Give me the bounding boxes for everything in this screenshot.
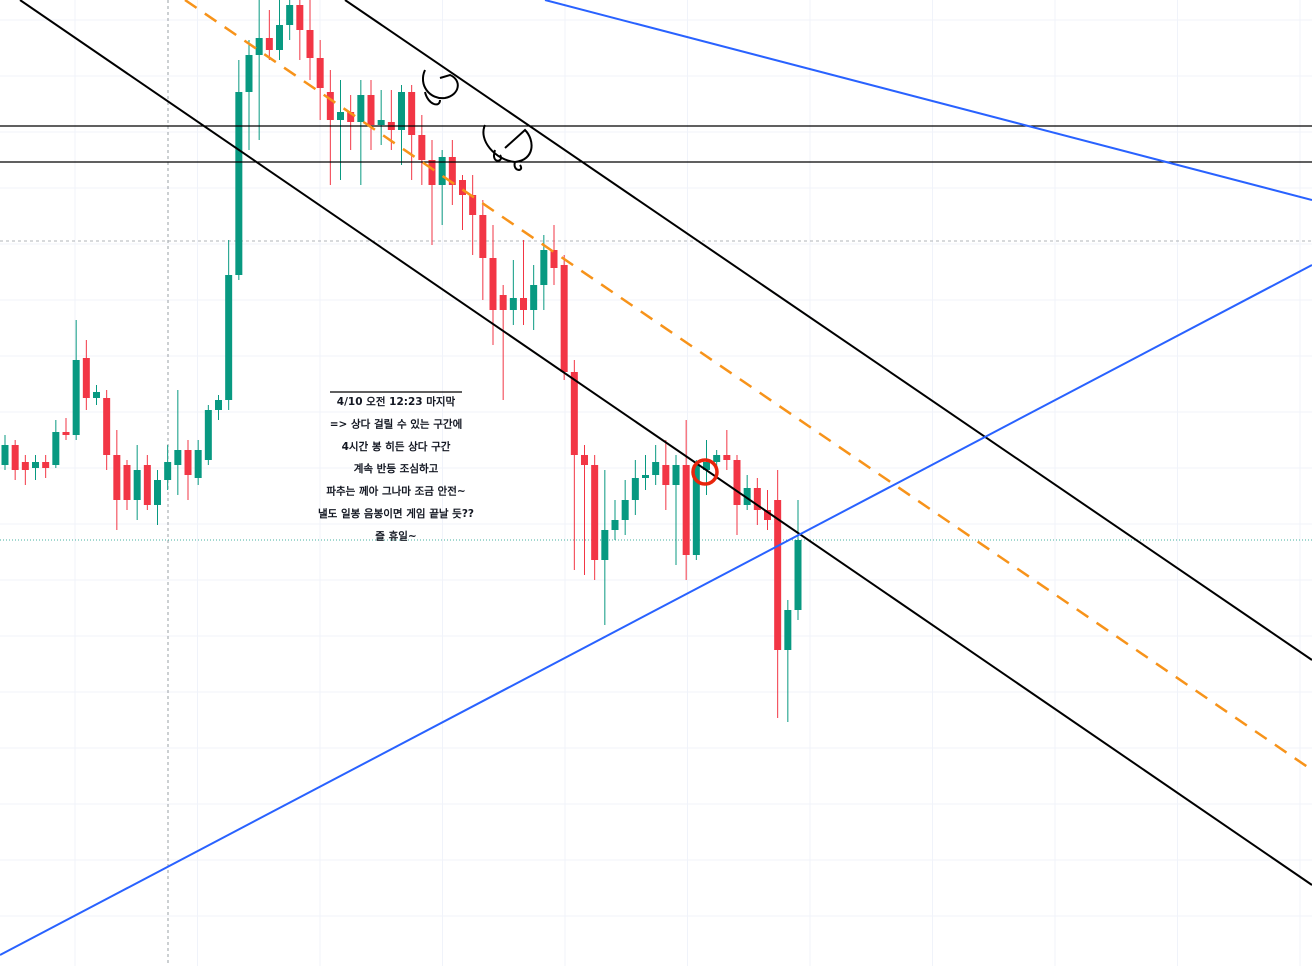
- trend-line: [544, 0, 1312, 201]
- candle-body: [448, 157, 456, 185]
- candle-body: [123, 465, 131, 500]
- candle-body: [164, 462, 172, 480]
- candle-body: [784, 610, 792, 650]
- annotation-line: => 상다 걸릴 수 있는 구간에: [330, 417, 462, 430]
- candle-body: [286, 5, 294, 25]
- candle-body: [703, 462, 710, 470]
- candle-body: [184, 450, 192, 475]
- candle-body: [204, 410, 212, 460]
- candle-body: [82, 358, 90, 398]
- candle-body: [326, 92, 334, 120]
- candle-body: [174, 450, 182, 465]
- candle-body: [652, 462, 660, 475]
- annotation-line: 파추는 께아 그나마 조금 안전~: [326, 485, 465, 498]
- candle-body: [143, 465, 151, 505]
- candle-body: [154, 480, 161, 505]
- candle-body: [753, 488, 761, 510]
- candle-body: [42, 462, 50, 468]
- trend-line: [0, 264, 1312, 956]
- candle-body: [408, 92, 416, 135]
- candle-body: [194, 450, 202, 478]
- candle-body: [337, 112, 344, 120]
- candle-body: [265, 38, 273, 50]
- annotation-line: 4시간 봉 히든 상다 구간: [342, 440, 451, 453]
- candle-body: [631, 478, 639, 500]
- candle-body: [215, 400, 222, 410]
- candle-body: [306, 30, 314, 58]
- candle-body: [62, 432, 70, 435]
- candle-body: [713, 455, 721, 462]
- annotation-line: 4/10 오전 12:23 마지막: [337, 395, 456, 408]
- candle-body: [540, 250, 548, 285]
- candle-body: [774, 500, 782, 650]
- candle-body: [723, 455, 731, 460]
- candle-body: [621, 500, 629, 520]
- trend-line-dashed: [184, 0, 1312, 772]
- candle-body: [550, 250, 558, 268]
- highlight-circle: [691, 458, 719, 486]
- candle-body: [32, 462, 39, 468]
- candle-body: [296, 5, 304, 30]
- candle-body: [103, 398, 111, 455]
- candle-body: [21, 462, 29, 470]
- candle-body: [276, 25, 283, 50]
- candle-body: [459, 180, 466, 195]
- candle-body: [560, 265, 568, 372]
- annotation-line: 계속 반등 조심하고: [354, 462, 439, 475]
- candle-body: [601, 530, 609, 560]
- candle-body: [530, 285, 538, 310]
- candle-body: [1, 445, 9, 465]
- candle-body: [682, 465, 690, 555]
- candle-body: [245, 55, 253, 92]
- trend-line: [344, 0, 1312, 661]
- candle-body: [479, 215, 487, 258]
- candle-body: [133, 470, 141, 500]
- doodle: [422, 69, 459, 106]
- candle-body: [438, 157, 446, 185]
- candle-body: [591, 465, 599, 560]
- candle-body: [672, 465, 680, 485]
- candle-body: [428, 160, 436, 185]
- candle-body: [581, 455, 588, 465]
- candle-body: [642, 475, 649, 478]
- candle-body: [692, 465, 700, 555]
- candle-body: [255, 38, 263, 55]
- annotation-line: 즐 휴일~: [375, 529, 416, 542]
- candle-body: [509, 298, 517, 310]
- candle-body: [418, 135, 426, 160]
- annotation-line: 낼도 일봉 음봉이면 게임 끝날 듯??: [318, 507, 474, 520]
- trend-line: [19, 0, 1312, 886]
- candle-body: [316, 58, 324, 88]
- candle-body: [347, 112, 355, 122]
- candle-body: [235, 92, 243, 275]
- candle-body: [733, 460, 741, 505]
- candle-body: [499, 295, 507, 310]
- candles: [1, 0, 802, 722]
- candle-body: [489, 258, 497, 310]
- doodle: [482, 124, 533, 171]
- candle-body: [377, 120, 385, 125]
- candle-body: [743, 488, 751, 505]
- candle-body: [611, 520, 619, 530]
- candle-body: [113, 455, 121, 500]
- annotation: 4/10 오전 12:23 마지막 => 상다 걸릴 수 있는 구간에 4시간 봉 …: [318, 395, 474, 542]
- candle-body: [357, 95, 365, 122]
- candle-body: [72, 360, 80, 435]
- candle-body: [225, 275, 233, 400]
- candle-body: [11, 445, 19, 470]
- candle-body: [52, 432, 60, 465]
- candle-body: [367, 95, 375, 125]
- candle-body: [794, 540, 802, 610]
- candle-body: [662, 465, 670, 485]
- candle-body: [398, 92, 405, 130]
- candle-body: [469, 195, 477, 215]
- candle-body: [570, 372, 578, 455]
- candle-body: [764, 510, 771, 520]
- candle-body: [93, 392, 100, 398]
- candle-body: [520, 298, 527, 310]
